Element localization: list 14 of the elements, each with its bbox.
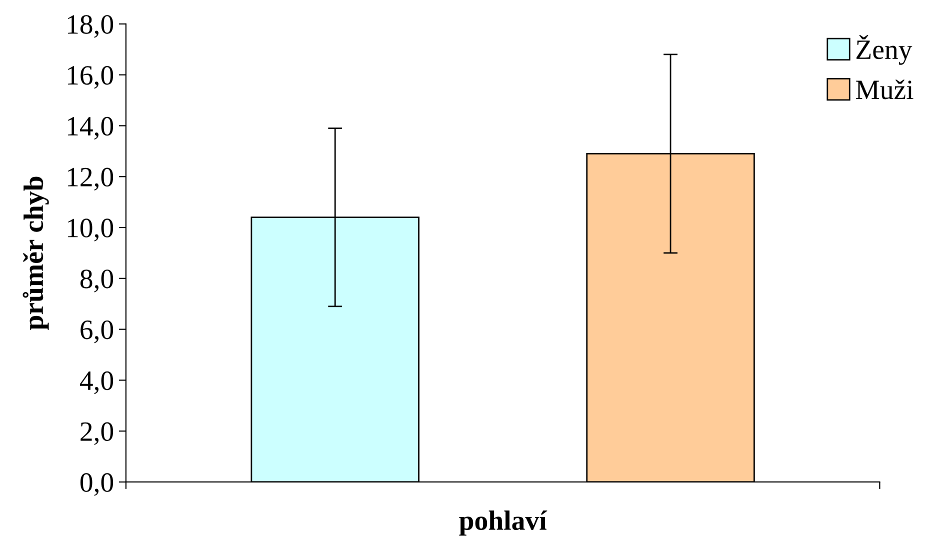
y-axis-title: průměr chyb bbox=[22, 176, 49, 330]
y-tick-label: 16,0 bbox=[68, 66, 114, 89]
y-tick-label: 4,0 bbox=[80, 371, 114, 394]
legend-label: Muži bbox=[856, 80, 914, 100]
y-tick-label: 6,0 bbox=[80, 320, 114, 344]
y-tick-label: 2,0 bbox=[80, 422, 114, 445]
legend-label: Ženy bbox=[856, 35, 912, 65]
x-axis-title: pohlaví bbox=[459, 510, 548, 536]
y-tick-label: 14,0 bbox=[68, 116, 114, 140]
y-tick-label: 8,0 bbox=[80, 270, 114, 292]
y-tick-label: 0,0 bbox=[80, 473, 114, 496]
y-tick-label: 10,0 bbox=[68, 218, 114, 242]
y-tick-label: 12,0 bbox=[68, 168, 114, 191]
y-tick-label: 18,0 bbox=[68, 15, 114, 38]
